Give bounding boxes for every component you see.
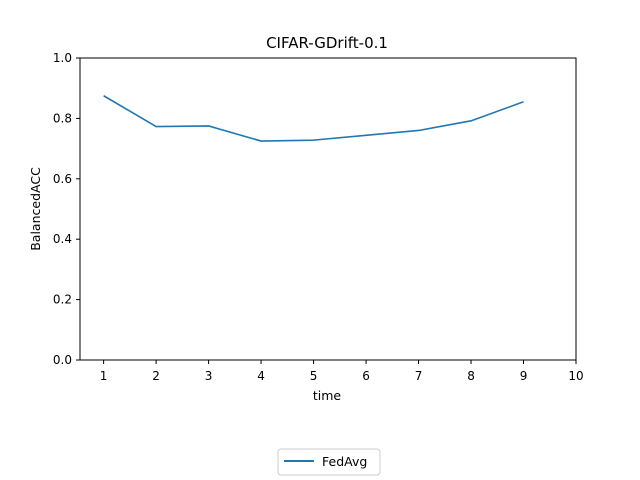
data-point	[260, 140, 262, 142]
data-point	[470, 120, 472, 122]
x-tick-label: 5	[310, 369, 318, 383]
data-point	[523, 101, 525, 103]
data-point	[208, 125, 210, 127]
plot-frame	[79, 57, 577, 361]
x-tick-label: 10	[568, 369, 583, 383]
y-tick-label: 0.0	[53, 353, 72, 367]
x-tick-label: 3	[205, 369, 213, 383]
x-tick-label: 4	[257, 369, 265, 383]
legend-label-fedavg: FedAvg	[322, 454, 367, 469]
data-point	[103, 95, 105, 97]
x-tick-label: 8	[467, 369, 475, 383]
y-tick-label: 1.0	[53, 51, 72, 65]
y-tick-label: 0.4	[53, 232, 72, 246]
x-axis-label: time	[313, 388, 342, 403]
x-tick-label: 6	[362, 369, 370, 383]
legend-box	[277, 448, 381, 476]
x-tick-label: 9	[520, 369, 528, 383]
chart-title: CIFAR-GDrift-0.1	[266, 34, 388, 52]
x-tick-label: 7	[415, 369, 423, 383]
y-tick-label: 0.8	[53, 111, 72, 125]
y-axis-label: BalancedACC	[28, 167, 43, 251]
data-point	[365, 134, 367, 136]
series-line-fedavg	[103, 95, 524, 142]
legend: FedAvg	[277, 448, 381, 476]
data-point	[155, 126, 157, 128]
y-tick-label: 0.6	[53, 172, 72, 186]
data-point	[418, 130, 420, 132]
plot-area: 1 2 3 4 5 6 7 8 9 10 0.0 0.2 0.4 0.6 0.8 1.0	[53, 51, 584, 383]
x-tick-label: 2	[152, 369, 160, 383]
data-point	[313, 139, 315, 141]
x-tick-label: 1	[100, 369, 108, 383]
y-tick-label: 0.2	[53, 293, 72, 307]
